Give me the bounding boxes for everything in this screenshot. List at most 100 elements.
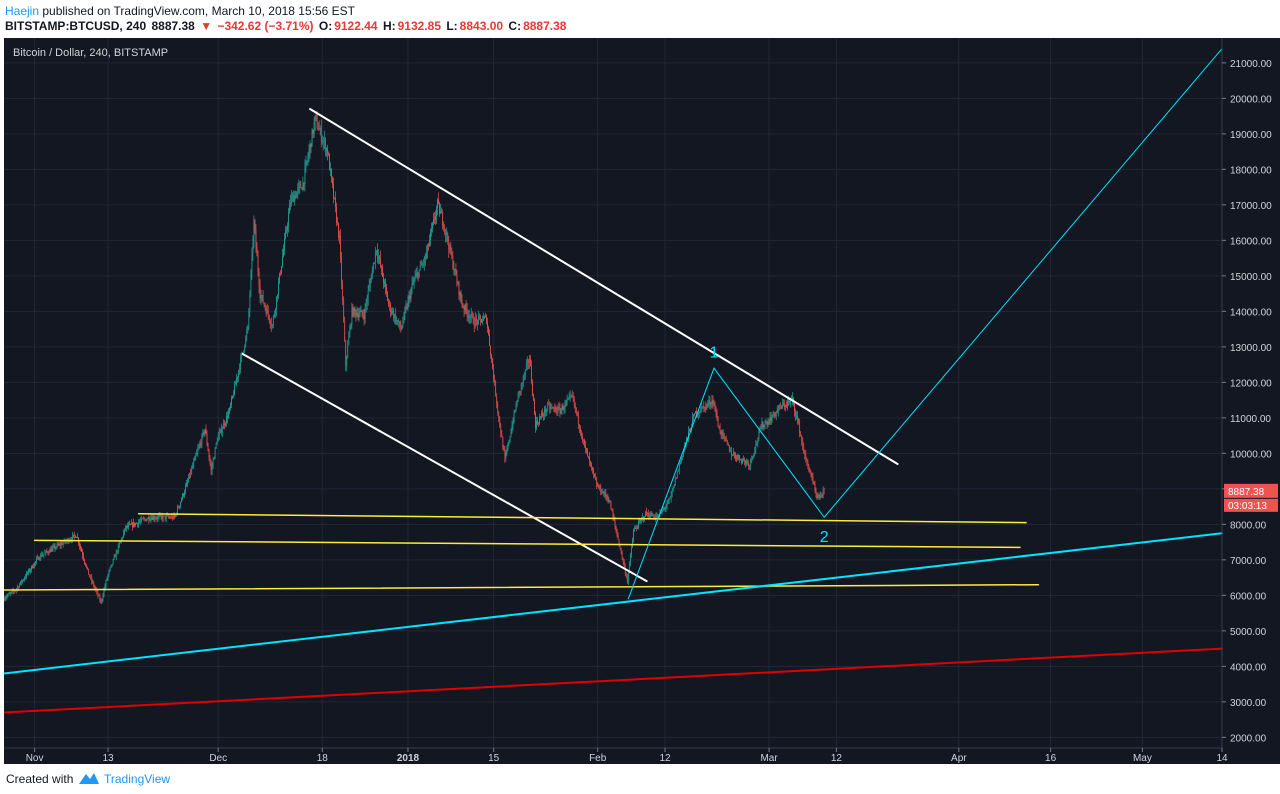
candle-body [242,352,244,354]
candle [134,522,135,528]
candle-body [12,590,14,592]
candle-body [104,586,106,590]
author-link[interactable]: Haejin [5,4,40,18]
candle [310,143,312,154]
candle [441,207,442,214]
candle-body [334,197,335,199]
candle-body [169,517,171,518]
candle [646,507,648,516]
candle [259,279,261,304]
candle-body [485,315,486,317]
y-tick-label: 5000.00 [1230,627,1267,638]
candle-body [751,458,753,460]
annotations: 12 [4,48,1223,714]
candle-body [518,390,520,395]
candle-body [776,411,778,413]
candle-body [364,306,366,320]
candle-body [419,264,421,270]
candle-body [315,115,317,118]
y-tick-label: 17000.00 [1230,201,1272,212]
candle-body [77,536,78,538]
candle [808,463,810,473]
candle-body [814,484,816,491]
candle [443,221,445,232]
candle [354,305,356,318]
tradingview-brand-link[interactable]: TradingView [104,772,171,786]
candle [432,221,433,233]
price-change: −342.62 (−3.71%) [217,19,314,33]
candle [127,522,128,529]
candle [546,408,548,417]
candle [199,440,201,449]
candle [273,310,275,319]
time-axis[interactable]: Nov 13 Dec 18 2018 15 Feb 12 Mar 12 Apr 16 May 14 [26,748,1228,764]
candle-body [651,513,653,516]
candle-body [76,536,77,538]
candle-body [148,517,150,521]
chart-header: Haejin published on TradingView.com, Mar… [0,0,1280,38]
candle-body [721,431,723,435]
candle [744,457,745,466]
candle [333,177,334,204]
candle-body [753,453,755,457]
candle [572,392,574,402]
candle [450,241,452,256]
candle-body [711,400,713,405]
candle-body [401,326,403,330]
candle-body [6,595,8,598]
candle [290,194,292,211]
candle [114,553,116,558]
candle-body [186,483,187,487]
candle [151,513,153,521]
candle-body [150,517,152,520]
candle-body [642,516,643,519]
candle [752,455,754,461]
candle-body [652,515,654,517]
candle [245,335,247,348]
candle [184,489,185,499]
candle-body [745,460,746,464]
candle [536,416,537,431]
candle [389,299,390,311]
candle [597,482,599,488]
candle [314,114,316,132]
candle-body [674,478,676,486]
candle [637,525,638,530]
candle-body [433,218,434,224]
candle-body [503,448,505,451]
candle [279,272,280,285]
candle-body [640,520,641,521]
candle-body [366,299,368,304]
candle [200,438,202,448]
candles [4,110,825,604]
candle [782,399,784,407]
candle [86,563,87,569]
candle [818,493,820,500]
candle [458,280,460,300]
candle [462,303,464,309]
candle [703,401,705,413]
candle [318,120,320,131]
candle [512,417,514,431]
candlestick-chart[interactable]: 12 2000.003000.004000.005000.006000.0070… [4,38,1280,764]
candle-body [448,241,450,250]
candle [456,269,458,287]
candle [578,424,580,433]
candle [169,514,171,519]
candle [446,227,448,243]
candle-body [489,333,490,346]
candle-body [392,310,394,313]
candle [562,402,564,411]
candle-body [376,250,378,257]
candle [202,428,204,439]
candle-body [245,336,247,346]
candle [602,488,604,494]
candle-body [375,250,377,253]
candle [283,244,284,258]
candle-body [391,311,392,313]
candle-body [385,281,386,288]
candle-body [519,390,521,392]
candle-body [321,141,323,143]
candle [494,374,496,386]
candle [369,277,371,293]
